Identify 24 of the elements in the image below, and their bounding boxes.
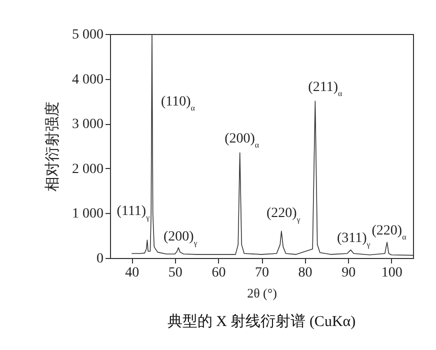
x-tick-label: 50 [168,266,182,280]
annotation: (200)$_{γ}$ [163,230,198,248]
x-tick-label: 70 [255,266,269,280]
x-tick-label: 60 [212,266,226,280]
y-tick-label: 4 000 [72,72,104,88]
annotation: (211)$_{α}$ [308,80,343,98]
annotation: (311)$_{γ}$ [336,230,371,248]
x-axis-title: 2θ (°) [247,286,277,300]
annotation: (200)$_{α}$ [224,132,260,150]
y-tick-label: 5 000 [72,28,104,42]
y-tick-label: 1 000 [72,206,104,222]
y-tick-label: 3 000 [72,117,104,132]
text: 典型的 X 射线衍射谱 (CuKα) [167,313,356,330]
y-tick-label: 0 [96,252,104,266]
annotation: (220)$_{γ}$ [266,206,301,224]
annotation: (110)$_{α}$ [160,94,196,112]
x-tick-label: 90 [342,266,356,280]
y-axis-title: 相对衍射强度 [44,102,61,192]
x-tick-label: 40 [125,266,140,280]
annotation: (111)$_{γ}$ [116,204,150,222]
x-tick-label: 80 [298,266,312,280]
x-tick-label: 100 [381,266,402,280]
annotation: (220)$_{α}$ [372,223,408,241]
y-tick-label: 2 000 [72,162,104,177]
